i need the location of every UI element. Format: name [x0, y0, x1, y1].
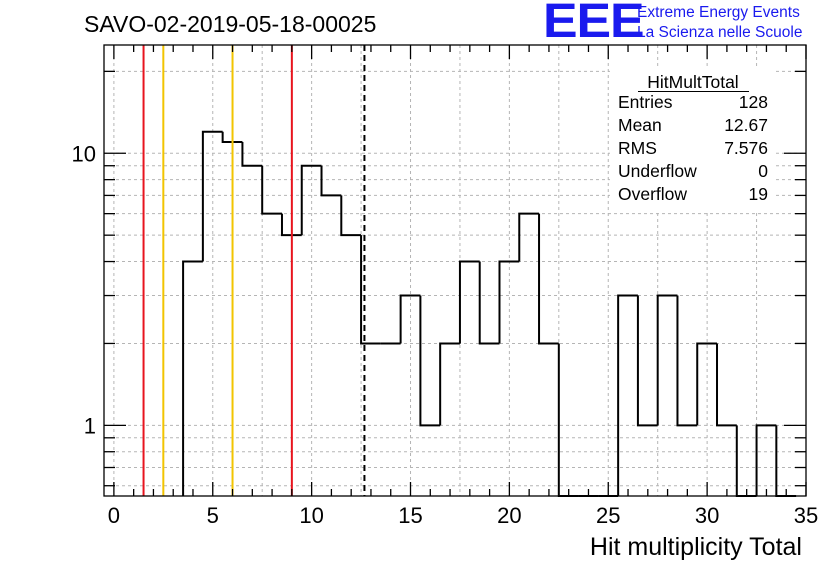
y-tick-label: 10 [72, 141, 96, 166]
histogram-bin [716, 343, 737, 427]
histogram-bin [478, 261, 500, 345]
axes [103, 44, 807, 497]
stats-value: 128 [738, 92, 768, 112]
tick-labels: 0 5 10 15 20 25 30 35 1 10 [72, 141, 819, 528]
x-tick-label: 20 [497, 503, 521, 528]
histogram-bin [676, 295, 698, 427]
stats-row-rms: RMS 7.576 [618, 138, 768, 161]
x-tick-label: 5 [207, 503, 219, 528]
histogram-bin [340, 195, 362, 237]
eee-logo: EEE Extreme Energy Events La Scienza nel… [543, 0, 833, 48]
stats-label: RMS [618, 138, 657, 158]
histogram-bin [636, 295, 658, 427]
logo-line-2: La Scienza nelle Scuole [637, 24, 803, 41]
stats-row-underflow: Underflow 0 [618, 161, 768, 184]
marker-lines [142, 45, 366, 496]
histogram-bin [221, 131, 243, 144]
histogram-bin [399, 294, 421, 344]
histogram-bin [518, 212, 540, 262]
stats-row-overflow: Overflow 19 [618, 184, 768, 207]
x-axis-label: Hit multiplicity Total [589, 533, 802, 561]
histogram-bin [419, 295, 441, 427]
histogram-bin [439, 342, 460, 426]
stats-label: Entries [618, 92, 673, 112]
x-tick-label: 15 [398, 503, 422, 528]
eee-logo-mark: EEE [543, 0, 645, 48]
stats-value: 0 [758, 161, 768, 181]
histogram-bin [617, 294, 638, 496]
run-title: SAVO-02-2019-05-18-00025 [84, 11, 377, 37]
x-tick-label: 25 [596, 503, 620, 528]
histogram-bin [755, 424, 777, 496]
histogram-bin [300, 164, 322, 236]
histogram-bin [696, 342, 718, 426]
histogram-bin [201, 130, 223, 262]
stats-box: HitMultTotal Entries 128 Mean 12.67 RMS … [610, 68, 776, 210]
stats-value: 7.576 [724, 138, 768, 158]
stats-label: Overflow [618, 184, 688, 204]
histogram-bin [261, 165, 282, 215]
histogram-bin [280, 213, 302, 237]
histogram-bars [182, 130, 797, 497]
stats-label: Mean [618, 115, 662, 135]
logo-line-1: Extreme Energy Events [637, 4, 800, 21]
histogram-bin [458, 260, 480, 344]
histogram-bin [360, 235, 381, 345]
plot-frame [103, 44, 807, 497]
histogram-bin [498, 260, 520, 344]
histogram-bin [320, 165, 342, 197]
stats-title-underline [638, 91, 749, 92]
histogram-bin [656, 294, 678, 426]
histogram-bin [538, 213, 559, 345]
stats-value: 12.67 [724, 115, 768, 135]
x-tick-label: 10 [299, 503, 323, 528]
histogram-bin [557, 343, 579, 497]
histogram-bin [241, 142, 263, 167]
stats-label: Underflow [618, 161, 697, 181]
stats-title: HitMultTotal [647, 72, 739, 92]
stats-row-mean: Mean 12.67 [618, 115, 768, 138]
histogram-bin [182, 260, 203, 496]
y-tick-label: 1 [84, 413, 96, 438]
x-tick-label: 0 [108, 503, 120, 528]
stats-value: 19 [748, 184, 768, 204]
stats-row-entries: Entries 128 [618, 92, 768, 115]
histogram-bin [775, 425, 797, 497]
x-tick-label: 35 [794, 503, 818, 528]
x-tick-label: 30 [695, 503, 719, 528]
